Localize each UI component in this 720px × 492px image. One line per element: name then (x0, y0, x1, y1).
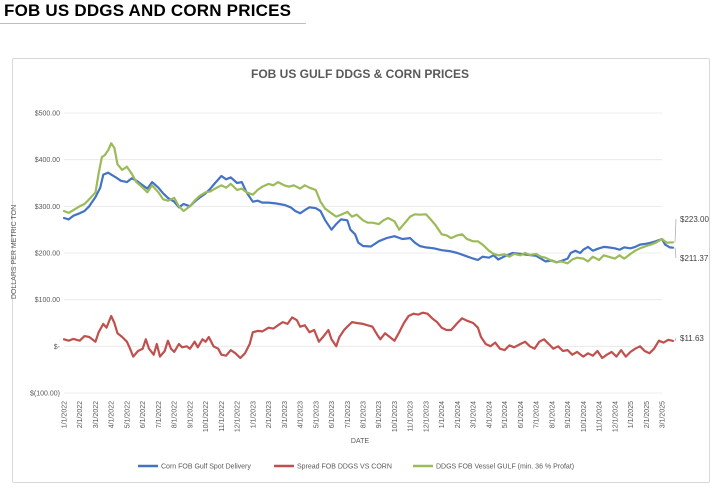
x-tick-label: 11/1/2023 (408, 401, 415, 432)
chart-title: FOB US GULF DDGS & CORN PRICES (251, 67, 469, 81)
x-tick-label: 6/1/2024 (518, 401, 525, 428)
x-tick-label: 10/1/2024 (581, 401, 588, 432)
x-tick-label: 9/1/2023 (376, 401, 383, 428)
x-tick-label: 4/1/2022 (109, 401, 116, 428)
x-tick-label: 1/1/2025 (628, 401, 635, 428)
x-tick-label: 5/1/2023 (313, 401, 320, 428)
y-axis-ticks: $500.00 $400.00 $300.00 $200.00 $100.00 $- $(1… (30, 111, 61, 398)
y-tick-label: $500.00 (35, 111, 60, 118)
gridlines (64, 112, 662, 394)
x-tick-label: 9/1/2024 (565, 401, 572, 428)
series-line-corn (62, 171, 675, 264)
x-tick-label: 2/1/2024 (455, 401, 462, 428)
x-tick-label: 1/1/2023 (250, 401, 257, 428)
y-tick-label: $400.00 (35, 157, 60, 164)
page-heading: FOB US DDGS AND CORN PRICES (4, 1, 292, 20)
chart-frame (12, 58, 710, 483)
x-tick-label: 1/1/2022 (62, 401, 69, 428)
y-axis-title: DOLLARS PER METRIC TON (11, 205, 18, 299)
end-value-callouts: $211.37 $11.63 $223.00 (674, 215, 709, 343)
x-tick-label: 12/1/2024 (612, 401, 619, 432)
end-value-label: $223.00 (680, 215, 709, 224)
series-lines (62, 142, 675, 360)
x-axis-ticks: 1/1/2022 2/1/2022 3/1/2022 4/1/2022 5/1/2022… (62, 401, 667, 432)
x-tick-label: 7/1/2022 (156, 401, 163, 428)
x-tick-label: 7/1/2024 (534, 401, 541, 428)
end-value-label: $211.37 (680, 254, 709, 263)
x-tick-label: 12/1/2023 (423, 401, 430, 432)
x-tick-label: 11/1/2024 (597, 401, 604, 432)
legend-label: DDGS FOB Vessel GULF (min. 36 % Profat) (436, 464, 574, 471)
legend-label: Corn FOB Gulf Spot Delivery (161, 464, 251, 471)
series-line-spread (62, 311, 675, 360)
x-tick-label: 2/1/2025 (644, 401, 651, 428)
callout-line (674, 247, 677, 259)
x-tick-label: 3/1/2025 (660, 401, 667, 428)
x-tick-label: 2/1/2023 (266, 401, 273, 428)
x-tick-label: 12/1/2022 (235, 401, 242, 432)
x-tick-label: 7/1/2023 (345, 401, 352, 428)
x-tick-label: 3/1/2023 (282, 401, 289, 428)
x-tick-label: 9/1/2022 (187, 401, 194, 428)
y-tick-label: $300.00 (35, 204, 60, 211)
series-line-ddgs (62, 142, 675, 265)
y-tick-label: $(100.00) (30, 391, 60, 398)
x-tick-label: 8/1/2022 (172, 401, 179, 428)
x-axis-title: DATE (351, 438, 369, 445)
x-tick-label: 3/1/2024 (471, 401, 478, 428)
legend-label: Spread FOB DDGS VS CORN (297, 464, 392, 471)
x-tick-label: 10/1/2022 (203, 401, 210, 432)
legend: Corn FOB Gulf Spot Delivery Spread FOB DD… (138, 464, 574, 471)
y-tick-label: $100.00 (35, 297, 60, 304)
y-tick-label: $- (54, 344, 61, 351)
callout-line (674, 337, 677, 342)
x-tick-label: 5/1/2024 (502, 401, 509, 428)
x-tick-label: 3/1/2022 (93, 401, 100, 428)
x-tick-label: 6/1/2022 (140, 401, 147, 428)
x-tick-label: 5/1/2022 (124, 401, 131, 428)
x-tick-label: 1/1/2024 (439, 401, 446, 428)
x-tick-label: 10/1/2023 (392, 401, 399, 432)
x-tick-label: 4/1/2024 (486, 401, 493, 428)
callout-line (674, 218, 677, 243)
x-tick-label: 2/1/2022 (77, 401, 84, 428)
heading-divider (0, 23, 306, 24)
x-tick-label: 6/1/2023 (329, 401, 336, 428)
end-value-label: $11.63 (680, 334, 704, 343)
x-tick-label: 11/1/2022 (219, 401, 226, 432)
y-tick-label: $200.00 (35, 251, 60, 258)
x-tick-label: 8/1/2023 (361, 401, 368, 428)
x-tick-label: 4/1/2023 (298, 401, 305, 428)
x-tick-label: 8/1/2024 (549, 401, 556, 428)
